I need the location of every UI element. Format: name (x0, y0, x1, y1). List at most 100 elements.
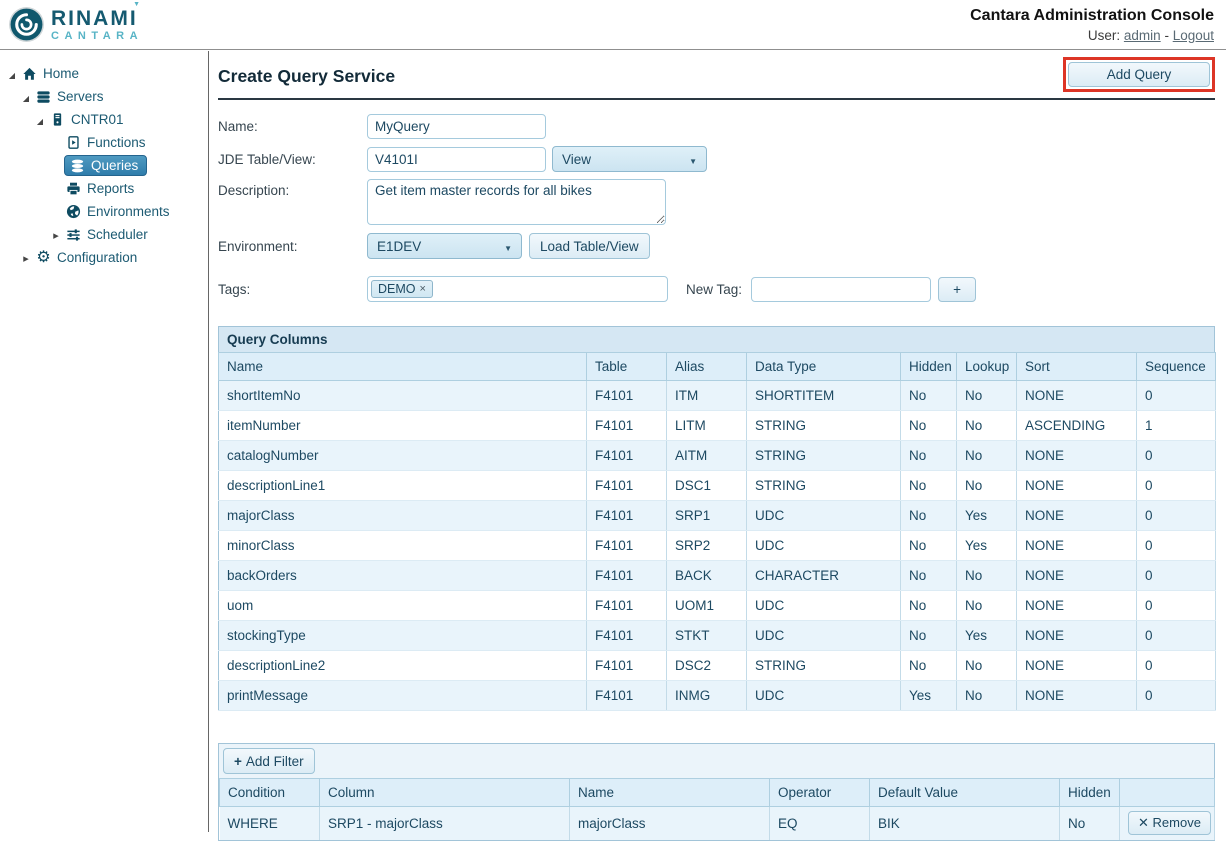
tag-chip: DEMO × (371, 280, 433, 298)
column-sort-cell: NONE (1016, 650, 1137, 681)
query-column-row[interactable]: catalogNumber F4101 AITM STRING No No NO… (218, 440, 1216, 471)
filter-column-cell: SRP1 - majorClass (319, 806, 570, 840)
sidebar-item-label: Functions (87, 135, 146, 150)
column-datatype-cell: CHARACTER (746, 560, 901, 591)
tags-input[interactable]: DEMO × (367, 276, 668, 302)
column-table-cell: F4101 (586, 530, 667, 561)
table-view-input[interactable] (367, 146, 546, 172)
column-hidden-cell: No (900, 470, 957, 501)
column-hidden-cell: Yes (900, 680, 957, 711)
sidebar-item-queries[interactable]: Queries (0, 154, 208, 177)
column-alias-cell: LITM (666, 410, 747, 441)
col-header-datatype: Data Type (746, 352, 901, 381)
remove-tag-icon[interactable]: × (419, 283, 426, 295)
annotation-highlight: Add Query (1063, 57, 1215, 92)
query-column-row[interactable]: minorClass F4101 SRP2 UDC No Yes NONE 0 (218, 530, 1216, 561)
column-name-cell: backOrders (218, 560, 587, 591)
query-column-row[interactable]: majorClass F4101 SRP1 UDC No Yes NONE 0 (218, 500, 1216, 531)
sidebar-item-configuration[interactable]: ⚙ Configuration (0, 246, 208, 269)
column-datatype-cell: UDC (746, 620, 901, 651)
column-name-cell: itemNumber (218, 410, 587, 441)
column-hidden-cell: No (900, 410, 957, 441)
name-label: Name: (218, 119, 258, 134)
table-type-value: View (562, 151, 592, 167)
query-column-row[interactable]: backOrders F4101 BACK CHARACTER No No NO… (218, 560, 1216, 591)
column-sequence-cell: 0 (1136, 560, 1216, 591)
query-column-row[interactable]: printMessage F4101 INMG UDC Yes No NONE … (218, 680, 1216, 711)
column-name-cell: majorClass (218, 500, 587, 531)
column-datatype-cell: STRING (746, 410, 901, 441)
column-datatype-cell: UDC (746, 530, 901, 561)
filter-row[interactable]: WHERE SRP1 - majorClass majorClass EQ BI… (219, 806, 1215, 840)
column-table-cell: F4101 (586, 500, 667, 531)
column-lookup-cell: No (956, 380, 1017, 411)
servers-icon (34, 90, 53, 104)
rinami-logo-icon (9, 7, 44, 42)
description-textarea[interactable]: Get item master records for all bikes (367, 179, 666, 225)
tag-chip-label: DEMO (378, 282, 416, 296)
load-table-view-button[interactable]: Load Table/View (529, 233, 650, 259)
sidebar-item-cntr01[interactable]: CNTR01 (0, 108, 208, 131)
table-type-dropdown[interactable]: View (552, 146, 707, 172)
expand-arrow-icon[interactable] (18, 89, 34, 104)
column-alias-cell: AITM (666, 440, 747, 471)
functions-icon (64, 135, 83, 150)
column-sort-cell: NONE (1016, 590, 1137, 621)
column-alias-cell: BACK (666, 560, 747, 591)
page-title: Create Query Service (218, 66, 396, 86)
query-column-row[interactable]: stockingType F4101 STKT UDC No Yes NONE … (218, 620, 1216, 651)
column-lookup-cell: No (956, 560, 1017, 591)
collapse-arrow-icon[interactable] (48, 227, 64, 242)
column-lookup-cell: No (956, 470, 1017, 501)
add-filter-button[interactable]: + Add Filter (223, 748, 315, 774)
description-label: Description: (218, 183, 290, 198)
queries-icon (68, 159, 87, 173)
name-input[interactable] (367, 114, 546, 139)
sidebar-item-reports[interactable]: Reports (0, 177, 208, 200)
column-hidden-cell: No (900, 440, 957, 471)
filter-hidden-cell: No (1059, 806, 1120, 840)
column-table-cell: F4101 (586, 680, 667, 711)
collapse-arrow-icon[interactable] (18, 250, 34, 265)
expand-arrow-icon[interactable] (32, 112, 48, 127)
column-sort-cell: ASCENDING (1016, 410, 1137, 441)
server-icon (48, 112, 67, 127)
column-table-cell: F4101 (586, 440, 667, 471)
column-alias-cell: STKT (666, 620, 747, 651)
sidebar-item-home[interactable]: Home (0, 62, 208, 85)
query-column-row[interactable]: descriptionLine1 F4101 DSC1 STRING No No… (218, 470, 1216, 501)
logout-link[interactable]: Logout (1172, 27, 1214, 43)
column-sequence-cell: 0 (1136, 530, 1216, 561)
add-tag-button[interactable]: + (938, 276, 977, 302)
column-name-cell: minorClass (218, 530, 587, 561)
filter-default-value-cell: BIK (869, 806, 1060, 840)
environment-dropdown[interactable]: E1DEV (367, 233, 522, 259)
sidebar-item-scheduler[interactable]: Scheduler (0, 223, 208, 246)
sidebar-item-functions[interactable]: Functions (0, 131, 208, 154)
new-tag-input[interactable] (751, 276, 932, 302)
filter-header-hidden: Hidden (1059, 778, 1120, 807)
column-sequence-cell: 0 (1136, 470, 1216, 501)
query-column-row[interactable]: shortItemNo F4101 ITM SHORTITEM No No NO… (218, 380, 1216, 411)
column-datatype-cell: UDC (746, 500, 901, 531)
query-column-row[interactable]: descriptionLine2 F4101 DSC2 STRING No No… (218, 650, 1216, 681)
column-name-cell: stockingType (218, 620, 587, 651)
query-column-row[interactable]: uom F4101 UOM1 UDC No No NONE 0 (218, 590, 1216, 621)
scheduler-icon (64, 228, 83, 242)
columns-header-row: Name Table Alias Data Type Hidden Lookup… (218, 352, 1216, 381)
username-link[interactable]: admin (1123, 27, 1161, 43)
sidebar-item-environments[interactable]: Environments (0, 200, 208, 223)
filter-toolbar: + Add Filter (219, 744, 1214, 778)
query-columns-title: Query Columns (218, 326, 1215, 352)
sidebar-item-servers[interactable]: Servers (0, 85, 208, 108)
add-query-button[interactable]: Add Query (1068, 62, 1210, 87)
logo-line2: CANTARA (51, 29, 144, 42)
user-separator: - (1164, 27, 1169, 43)
sidebar-item-label: Home (43, 66, 80, 81)
column-alias-cell: UOM1 (666, 590, 747, 621)
query-column-row[interactable]: itemNumber F4101 LITM STRING No No ASCEN… (218, 410, 1216, 441)
column-sort-cell: NONE (1016, 620, 1137, 651)
column-lookup-cell: No (956, 680, 1017, 711)
expand-arrow-icon[interactable] (4, 66, 20, 81)
environments-icon (64, 204, 83, 219)
